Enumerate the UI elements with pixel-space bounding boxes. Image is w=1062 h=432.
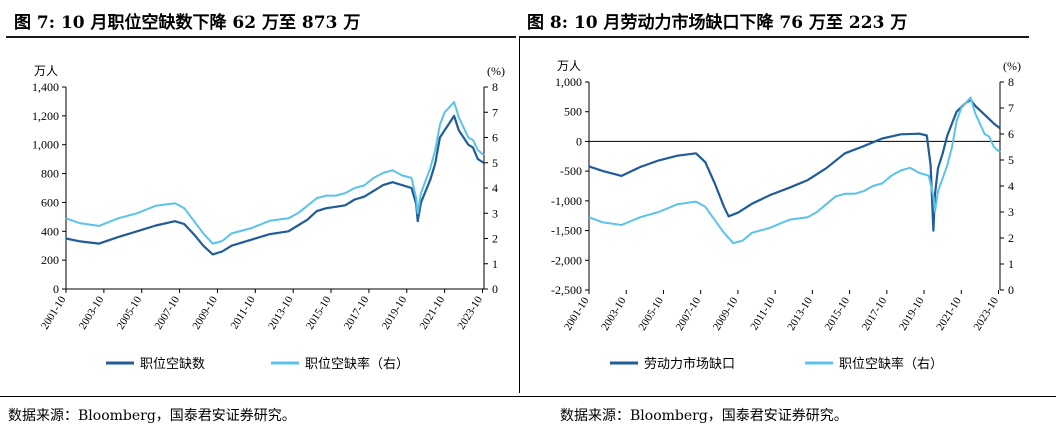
legend-label: 职位空缺数	[140, 357, 205, 372]
right-tick-label: 2	[492, 232, 498, 246]
left-axis-unit: 万人	[34, 64, 58, 78]
right-tick-label: 5	[492, 156, 498, 170]
x-tick-label: 2021-10	[934, 295, 964, 333]
title-rule	[6, 36, 516, 38]
x-tick-label: 2005-10	[115, 294, 145, 332]
right-tick-label: 7	[1008, 101, 1014, 115]
chart-frame: 万人 (%) 0 200 400 600 800 1,000 1,200 1,400 0 1 2 3 4 5 6…	[6, 37, 516, 393]
x-tick-label: 2017-10	[860, 295, 890, 333]
right-tick-label: 1	[492, 257, 498, 271]
right-tick-label: 4	[1008, 179, 1014, 193]
right-tick-label: 1	[1008, 257, 1014, 271]
chart-frame: 万人 (%) -2,500 -2,000 -1,500 -1,000 -500 0 500 1,0…	[519, 37, 1030, 393]
left-tick-label: 600	[41, 195, 59, 209]
source-note-left: 数据来源：Bloomberg，国泰君安证券研究。	[8, 408, 296, 424]
x-tick-label: 2003-10	[599, 295, 629, 333]
legend-label: 职位空缺率（右）	[839, 356, 943, 372]
x-tick-label: 2001-10	[562, 295, 592, 333]
left-tick-label: -2,500	[551, 283, 582, 297]
left-tick-label: -500	[560, 164, 582, 178]
chart-svg-vacancies: 万人 (%) 0 200 400 600 800 1,000 1,200 1,400 0 1 2 3 4 5 6…	[32, 64, 505, 372]
x-tick-label: 2009-10	[190, 294, 220, 332]
legend-label: 职位空缺率（右）	[305, 356, 409, 372]
right-tick-label: 6	[1008, 127, 1014, 141]
right-tick-label: 6	[492, 131, 498, 145]
x-tick-label: 2019-10	[897, 295, 927, 333]
right-axis-unit: (%)	[1003, 59, 1021, 73]
left-tick-label: 1,000	[555, 75, 582, 89]
right-tick-label: 5	[1008, 153, 1014, 167]
chart-panel-right: 图 8: 10 月劳动力市场缺口下降 76 万至 223 万 万人 (%) -2,5…	[519, 0, 1029, 400]
series-line-rate	[65, 101, 485, 245]
x-tick-label: 2023-10	[971, 295, 1001, 333]
chart-title: 图 8: 10 月劳动力市场缺口下降 76 万至 223 万	[527, 13, 908, 33]
x-tick-label: 2011-10	[228, 294, 258, 332]
right-tick-label: 7	[492, 105, 498, 119]
x-tick-label: 2005-10	[636, 295, 666, 333]
x-tick-label: 2023-10	[455, 294, 485, 332]
left-tick-label: -2,000	[551, 253, 582, 267]
series-line-rate	[588, 96, 1001, 245]
title-rule	[519, 36, 1029, 38]
x-tick-label: 2013-10	[785, 295, 815, 333]
x-tick-label: 2013-10	[266, 294, 296, 332]
chart-panel-left: 图 7: 10 月职位空缺数下降 62 万至 873 万 万人 (%) 0 200 40…	[6, 0, 516, 400]
left-tick-label: 500	[564, 105, 582, 119]
source-note-right: 数据来源：Bloomberg，国泰君安证券研究。	[560, 408, 848, 424]
left-tick-label: 800	[41, 167, 59, 181]
left-tick-label: 400	[41, 224, 59, 238]
right-tick-label: 4	[492, 181, 498, 195]
right-tick-label: 0	[492, 282, 498, 296]
x-tick-label: 2007-10	[153, 294, 183, 332]
right-tick-label: 3	[492, 206, 498, 220]
left-tick-label: -1,000	[551, 194, 582, 208]
x-tick-label: 2003-10	[77, 294, 107, 332]
legend-label: 劳动力市场缺口	[644, 356, 735, 372]
chart-title: 图 7: 10 月职位空缺数下降 62 万至 873 万	[14, 13, 361, 33]
x-tick-label: 2007-10	[674, 295, 704, 333]
x-tick-label: 2009-10	[711, 295, 741, 333]
left-tick-label: 1,400	[32, 80, 59, 94]
right-axis-unit: (%)	[487, 64, 505, 78]
series-line-primary	[65, 114, 485, 256]
x-tick-label: 2017-10	[342, 294, 372, 332]
x-tick-label: 2001-10	[39, 294, 69, 332]
x-tick-label: 2011-10	[748, 295, 778, 333]
left-tick-label: 200	[41, 253, 59, 267]
series-line-primary	[588, 98, 1001, 232]
x-tick-label: 2021-10	[418, 294, 448, 332]
x-tick-label: 2019-10	[380, 294, 410, 332]
right-tick-label: 0	[1008, 283, 1014, 297]
bottom-rule	[0, 396, 1056, 397]
right-tick-label: 8	[1008, 75, 1014, 89]
left-axis-unit: 万人	[557, 59, 581, 73]
left-tick-label: -1,500	[551, 224, 582, 238]
right-tick-label: 3	[1008, 205, 1014, 219]
right-tick-label: 2	[1008, 231, 1014, 245]
left-tick-label: 0	[576, 134, 582, 148]
left-tick-label: 1,000	[32, 138, 59, 152]
x-tick-label: 2015-10	[304, 294, 334, 332]
left-tick-label: 0	[53, 282, 59, 296]
left-tick-label: 1,200	[32, 109, 59, 123]
x-tick-label: 2015-10	[823, 295, 853, 333]
right-tick-label: 8	[492, 80, 498, 94]
chart-svg-labor-gap: 万人 (%) -2,500 -2,000 -1,500 -1,000 -500 0 500 1,0…	[551, 59, 1021, 372]
